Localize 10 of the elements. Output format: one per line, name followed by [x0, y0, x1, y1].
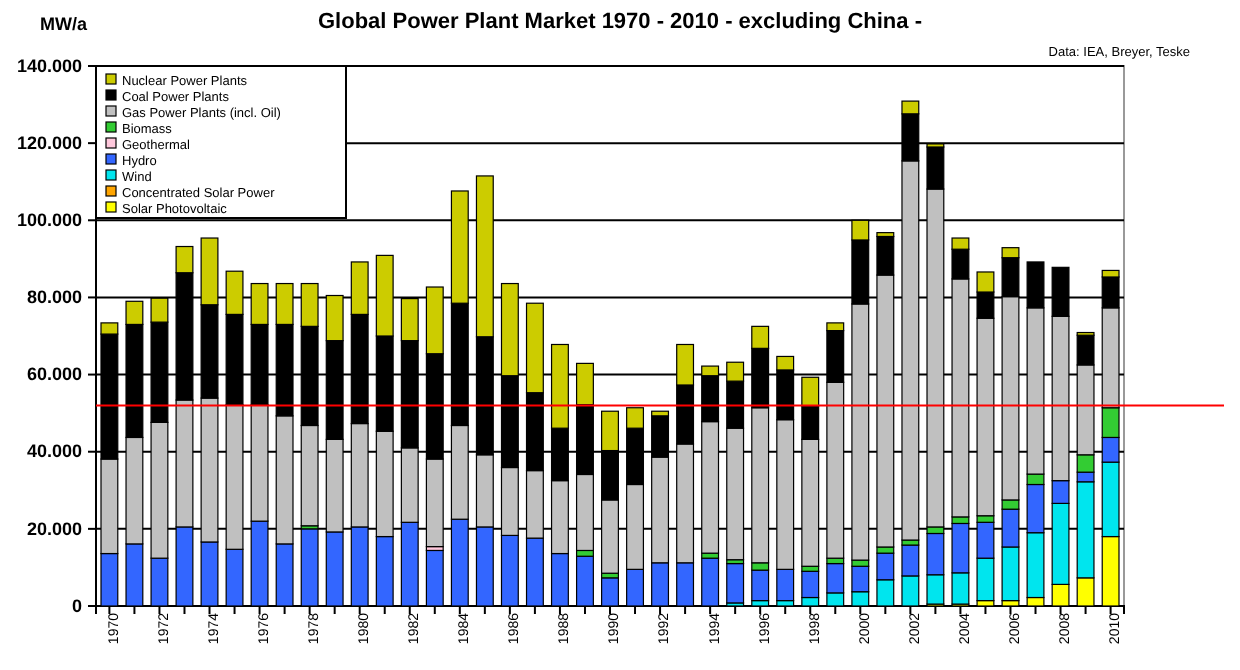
- y-tick-label: 100.000: [16, 210, 82, 231]
- y-tick-label: 0: [71, 595, 82, 616]
- y-tick-label: 140.000: [16, 55, 82, 76]
- y-tick-label: 120.000: [16, 132, 82, 153]
- y-tick-label: 80.000: [26, 287, 82, 308]
- chart-title: Global Power Plant Market 1970 - 2010 - excluding China -: [318, 10, 923, 34]
- y-axis-title: MW/a: [40, 14, 89, 34]
- y-tick-label: 60.000: [26, 364, 82, 385]
- y-tick-label: 20.000: [26, 518, 82, 539]
- y-tick-label: 40.000: [26, 441, 82, 462]
